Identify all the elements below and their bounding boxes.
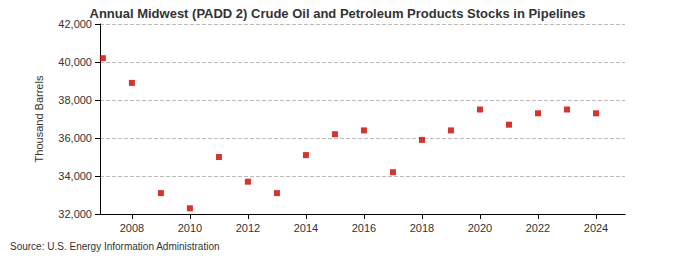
svg-text:2024: 2024 <box>584 222 608 234</box>
svg-text:2016: 2016 <box>352 222 376 234</box>
svg-text:32,000: 32,000 <box>58 208 92 220</box>
svg-text:2014: 2014 <box>294 222 318 234</box>
svg-text:Annual Midwest (PADD 2) Crude: Annual Midwest (PADD 2) Crude Oil and Pe… <box>89 6 585 21</box>
svg-text:2018: 2018 <box>410 222 434 234</box>
svg-text:36,000: 36,000 <box>58 132 92 144</box>
svg-text:Thousand Barrels: Thousand Barrels <box>33 75 45 162</box>
svg-text:Source: U.S. Energy Informatio: Source: U.S. Energy Information Administ… <box>10 241 220 252</box>
svg-text:40,000: 40,000 <box>58 56 92 68</box>
svg-text:34,000: 34,000 <box>58 170 92 182</box>
svg-text:2020: 2020 <box>468 222 492 234</box>
svg-text:2010: 2010 <box>178 222 202 234</box>
svg-text:2008: 2008 <box>120 222 144 234</box>
svg-text:42,000: 42,000 <box>58 18 92 30</box>
svg-text:2022: 2022 <box>526 222 550 234</box>
svg-text:2012: 2012 <box>236 222 260 234</box>
svg-text:38,000: 38,000 <box>58 94 92 106</box>
